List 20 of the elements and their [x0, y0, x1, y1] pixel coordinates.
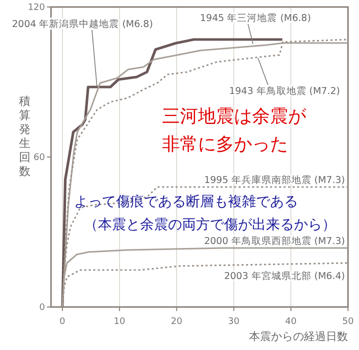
y-tick-label: 0 [39, 303, 46, 313]
y-axis-title: 積算発生回数 [19, 94, 31, 178]
x-tick-label: 50 [342, 317, 354, 327]
x-tick-label: 10 [114, 317, 126, 327]
series-label: 2003 年宮城県北部 (M6.4) [224, 270, 345, 282]
annotation: よって傷痕である断層も複雑である [74, 194, 298, 210]
x-tick-label: 20 [170, 317, 183, 327]
y-tick-label: 120 [28, 3, 46, 13]
x-tick-label: 40 [285, 317, 297, 327]
series-label: 2000 年鳥取県西部地震 (M7.3) [204, 235, 345, 247]
annotation: （本震と余震の両方で傷が出来るから） [84, 217, 336, 233]
series-label: 1995 年兵庫県南部地震 (M7.3) [204, 174, 345, 186]
x-axis-title: 本震からの経過日数 [249, 330, 348, 343]
series-label: 1945 年三河地震 (M6.8) [200, 12, 311, 24]
annotation: 三河地震は余震が [162, 106, 307, 127]
x-tick-label: 30 [228, 317, 240, 327]
x-tick-label: 0 [60, 317, 66, 327]
y-tick-label: 60 [34, 153, 46, 163]
text: 1943 年鳥取地震 (M7.2) [229, 85, 340, 97]
annotation: 非常に多かった [162, 134, 288, 155]
